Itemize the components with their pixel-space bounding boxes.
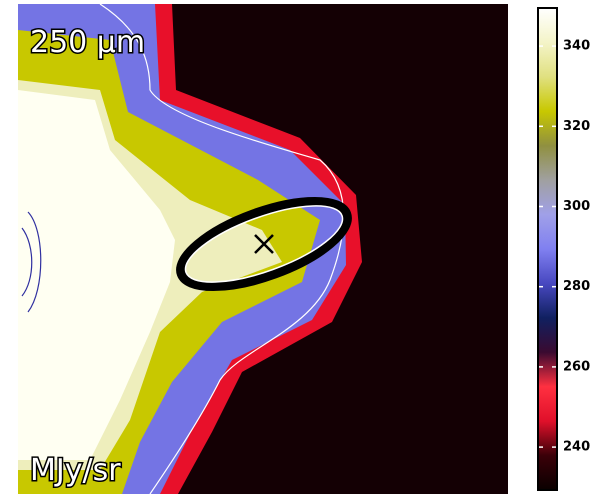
tick-label: 320 bbox=[563, 119, 590, 134]
tick-label: 300 bbox=[563, 199, 590, 214]
tick-label: 260 bbox=[563, 359, 590, 374]
aperture-ellipse bbox=[176, 196, 352, 292]
unit-label: MJy/sr bbox=[30, 453, 121, 488]
colorbar-frame bbox=[537, 7, 558, 491]
band-label: 250 μm bbox=[30, 25, 145, 60]
contour bbox=[21, 227, 33, 297]
tick-label: 280 bbox=[563, 279, 590, 294]
map-image: 250 μm MJy/sr bbox=[18, 4, 508, 494]
center-marker bbox=[254, 234, 274, 254]
aperture-inner bbox=[184, 205, 344, 283]
contour bbox=[27, 211, 42, 313]
emission-core bbox=[18, 90, 175, 460]
tick-label: 240 bbox=[563, 440, 590, 455]
colorbar bbox=[538, 8, 557, 490]
tick-label: 340 bbox=[563, 39, 590, 54]
